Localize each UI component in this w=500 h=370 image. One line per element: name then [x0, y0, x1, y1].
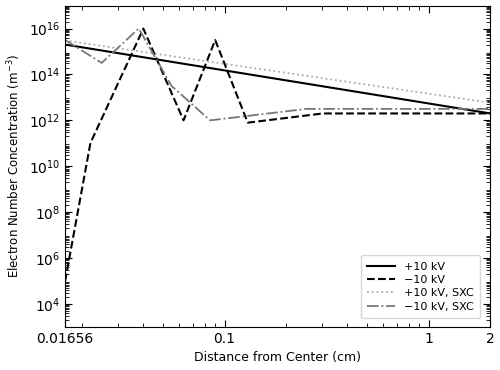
+10 kV	[396, 97, 402, 101]
+10 kV, SXC	[474, 99, 480, 103]
+10 kV	[258, 74, 264, 78]
−10 kV, SXC	[269, 111, 275, 115]
+10 kV	[487, 111, 493, 116]
−10 kV	[62, 279, 68, 283]
+10 kV	[84, 46, 90, 50]
−10 kV	[475, 111, 481, 116]
−10 kV, SXC	[207, 118, 213, 122]
Line: −10 kV, SXC: −10 kV, SXC	[65, 28, 490, 120]
−10 kV	[397, 111, 403, 116]
−10 kV	[269, 117, 275, 122]
−10 kV, SXC	[258, 112, 264, 117]
+10 kV, SXC	[84, 41, 90, 46]
+10 kV	[474, 109, 480, 114]
+10 kV, SXC	[474, 99, 480, 103]
−10 kV	[474, 111, 480, 116]
−10 kV	[258, 119, 264, 123]
Legend: +10 kV, −10 kV, +10 kV, SXC, −10 kV, SXC: +10 kV, −10 kV, +10 kV, SXC, −10 kV, SXC	[360, 255, 480, 318]
X-axis label: Distance from Center (cm): Distance from Center (cm)	[194, 352, 361, 364]
+10 kV	[62, 42, 68, 47]
Line: −10 kV: −10 kV	[65, 28, 490, 281]
−10 kV, SXC	[136, 26, 141, 31]
−10 kV	[487, 111, 493, 116]
−10 kV, SXC	[487, 107, 493, 111]
+10 kV, SXC	[487, 100, 493, 105]
+10 kV, SXC	[258, 67, 264, 71]
+10 kV, SXC	[62, 38, 68, 43]
−10 kV	[140, 26, 146, 31]
+10 kV	[474, 109, 480, 114]
−10 kV, SXC	[475, 107, 481, 111]
Line: +10 kV: +10 kV	[65, 44, 490, 114]
−10 kV	[84, 160, 90, 165]
Y-axis label: Electron Number Concentration (m$^{-3}$): Electron Number Concentration (m$^{-3}$)	[6, 54, 23, 278]
−10 kV, SXC	[62, 38, 68, 42]
Line: +10 kV, SXC: +10 kV, SXC	[65, 41, 490, 102]
+10 kV	[268, 76, 274, 80]
+10 kV, SXC	[268, 68, 274, 73]
+10 kV, SXC	[396, 87, 402, 92]
−10 kV, SXC	[397, 107, 403, 111]
−10 kV, SXC	[475, 107, 481, 111]
−10 kV, SXC	[84, 51, 90, 56]
